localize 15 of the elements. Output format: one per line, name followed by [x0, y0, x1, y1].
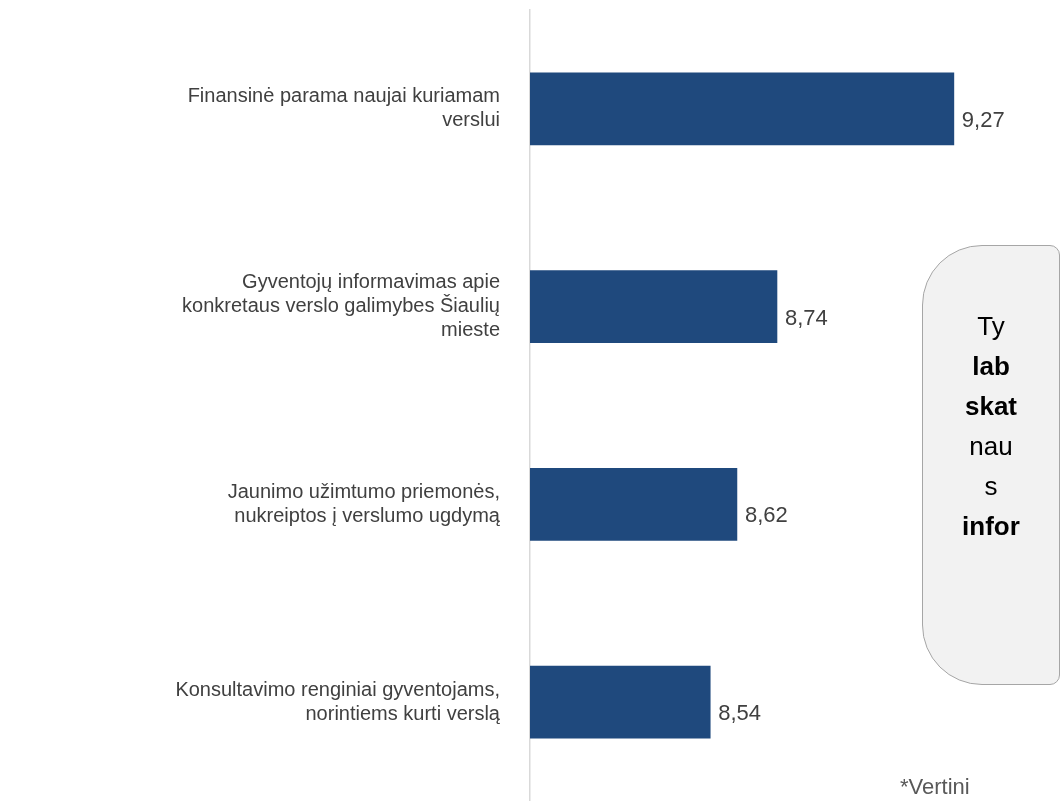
- y-tick-label: Jaunimo užimtumo priemonės, nukreiptos į verslumo ugdymą: [227, 479, 501, 526]
- data-label: 8,54: [718, 700, 762, 726]
- y-tick-label: Konsultavimo renginiai gyventojams, norintiems kurti verslą: [175, 677, 501, 724]
- annotation: nau: [968, 430, 1014, 463]
- annotation: skat: [963, 390, 1018, 423]
- data-label: 8,62: [744, 502, 788, 528]
- annotation: Ty: [976, 310, 1006, 343]
- annotation: lab: [971, 350, 1011, 383]
- annotation: s: [983, 470, 999, 503]
- y-tick-label: Finansinė parama naujai kuriamam verslui: [187, 84, 500, 131]
- y-tick-label: Gyventojų informavimas apie konkretaus verslo galimybes Šiaulių mieste: [182, 270, 500, 341]
- annotation: *Vertini: [900, 774, 970, 800]
- data-label: 9,27: [961, 106, 1005, 132]
- data-label: 8,74: [784, 304, 828, 330]
- annotation: infor: [961, 510, 1021, 543]
